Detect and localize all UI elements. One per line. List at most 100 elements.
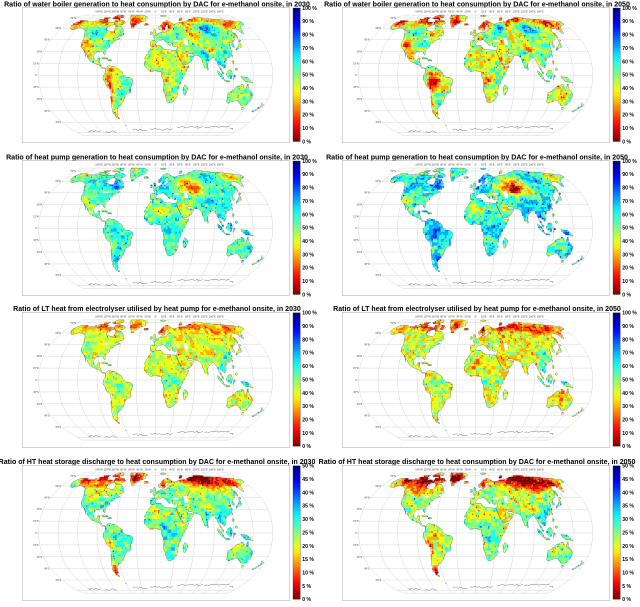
svg-text:45°N: 45°N: [44, 192, 50, 195]
svg-text:20°E: 20°E: [161, 164, 167, 167]
svg-text:160°E: 160°E: [537, 468, 544, 471]
svg-text:0 %: 0 %: [622, 444, 631, 450]
svg-text:15°N: 15°N: [33, 367, 39, 370]
svg-text:0°: 0°: [155, 11, 157, 14]
svg-text:20 %: 20 %: [622, 544, 634, 550]
svg-text:60°S: 60°S: [56, 121, 62, 124]
svg-text:30°N: 30°N: [357, 355, 363, 358]
svg-text:160°E: 160°E: [217, 11, 224, 14]
svg-text:80°E: 80°E: [505, 468, 511, 471]
svg-text:140°E: 140°E: [529, 164, 536, 167]
svg-text:100°E: 100°E: [513, 315, 520, 318]
svg-text:20°W: 20°W: [145, 11, 152, 14]
svg-text:60 %: 60 %: [302, 59, 314, 65]
svg-text:80°W: 80°W: [440, 315, 447, 318]
svg-text:0°: 0°: [355, 532, 357, 535]
svg-text:100 %: 100 %: [302, 6, 317, 12]
svg-text:30 %: 30 %: [302, 404, 314, 410]
svg-text:0 %: 0 %: [302, 292, 311, 298]
svg-text:45°N: 45°N: [364, 192, 370, 195]
svg-text:30 %: 30 %: [302, 252, 314, 258]
svg-text:70 %: 70 %: [302, 46, 314, 52]
svg-text:40 %: 40 %: [622, 239, 634, 245]
svg-text:20°W: 20°W: [145, 164, 152, 167]
svg-text:80°E: 80°E: [185, 11, 191, 14]
svg-text:40°E: 40°E: [489, 11, 495, 14]
svg-text:120°E: 120°E: [521, 315, 528, 318]
svg-text:140°E: 140°E: [529, 468, 536, 471]
svg-text:90 %: 90 %: [622, 324, 634, 330]
svg-text:10 %: 10 %: [302, 431, 314, 437]
svg-text:100°E: 100°E: [193, 468, 200, 471]
svg-text:60°E: 60°E: [497, 11, 503, 14]
svg-text:75°N: 75°N: [70, 170, 76, 173]
svg-text:40°E: 40°E: [169, 468, 175, 471]
svg-text:10 %: 10 %: [622, 279, 634, 285]
svg-text:10 %: 10 %: [302, 571, 314, 577]
svg-text:60°W: 60°W: [448, 315, 455, 318]
svg-text:40°W: 40°W: [456, 11, 463, 14]
svg-text:60°S: 60°S: [376, 579, 382, 582]
svg-text:60°N: 60°N: [376, 485, 382, 488]
svg-text:60°W: 60°W: [128, 164, 135, 167]
svg-text:0°: 0°: [355, 379, 357, 382]
svg-text:30°S: 30°S: [357, 98, 363, 101]
svg-text:25 %: 25 %: [622, 531, 634, 537]
svg-text:100°W: 100°W: [111, 315, 119, 318]
svg-text:70 %: 70 %: [302, 199, 314, 205]
svg-text:160°E: 160°E: [217, 315, 224, 318]
svg-text:25 %: 25 %: [302, 531, 314, 537]
svg-text:30°S: 30°S: [357, 403, 363, 406]
svg-text:45°S: 45°S: [44, 110, 50, 113]
svg-text:15°S: 15°S: [33, 86, 39, 89]
svg-text:20°W: 20°W: [465, 11, 472, 14]
svg-text:45°N: 45°N: [44, 343, 50, 346]
svg-text:50 %: 50 %: [622, 226, 634, 232]
svg-text:15°S: 15°S: [33, 239, 39, 242]
svg-text:45°N: 45°N: [44, 496, 50, 499]
svg-text:40 %: 40 %: [622, 490, 634, 496]
svg-text:90 %: 90 %: [622, 19, 634, 25]
svg-text:80°W: 80°W: [120, 164, 127, 167]
svg-text:0 %: 0 %: [622, 292, 631, 298]
svg-text:20°E: 20°E: [481, 315, 487, 318]
svg-text:140°E: 140°E: [209, 468, 216, 471]
svg-text:30 %: 30 %: [622, 252, 634, 258]
svg-text:160°E: 160°E: [217, 164, 224, 167]
svg-text:120°W: 120°W: [103, 315, 111, 318]
svg-text:100°E: 100°E: [513, 164, 520, 167]
svg-text:30°N: 30°N: [357, 508, 363, 511]
svg-text:120°E: 120°E: [201, 468, 208, 471]
svg-text:20°E: 20°E: [161, 468, 167, 471]
svg-text:20 %: 20 %: [622, 266, 634, 272]
svg-text:60°E: 60°E: [177, 164, 183, 167]
svg-text:120°W: 120°W: [103, 11, 111, 14]
svg-text:140°W: 140°W: [415, 315, 423, 318]
svg-text:20°W: 20°W: [465, 315, 472, 318]
svg-text:75°N: 75°N: [390, 17, 396, 20]
svg-text:30°N: 30°N: [37, 203, 43, 206]
svg-text:60°S: 60°S: [376, 426, 382, 429]
svg-text:120°W: 120°W: [423, 468, 431, 471]
svg-text:30°S: 30°S: [37, 403, 43, 406]
svg-text:30°N: 30°N: [357, 50, 363, 53]
svg-text:10 %: 10 %: [622, 126, 634, 132]
svg-text:60°E: 60°E: [497, 468, 503, 471]
svg-text:0°: 0°: [475, 468, 477, 471]
svg-text:100°E: 100°E: [193, 164, 200, 167]
svg-text:60 %: 60 %: [302, 212, 314, 218]
svg-text:100°W: 100°W: [111, 11, 119, 14]
svg-text:80°W: 80°W: [120, 468, 127, 471]
svg-text:140°W: 140°W: [95, 164, 103, 167]
svg-text:Ratio of water boiler generati: Ratio of water boiler generation to heat…: [324, 1, 630, 8]
svg-text:0°: 0°: [355, 74, 357, 77]
svg-text:15°S: 15°S: [353, 544, 359, 547]
svg-text:80°E: 80°E: [185, 164, 191, 167]
svg-text:120°W: 120°W: [103, 468, 111, 471]
svg-text:15°N: 15°N: [353, 367, 359, 370]
svg-text:100°W: 100°W: [111, 468, 119, 471]
svg-text:120°W: 120°W: [423, 315, 431, 318]
svg-text:80 %: 80 %: [302, 337, 314, 343]
svg-text:60°W: 60°W: [128, 11, 135, 14]
svg-text:40 %: 40 %: [302, 239, 314, 245]
